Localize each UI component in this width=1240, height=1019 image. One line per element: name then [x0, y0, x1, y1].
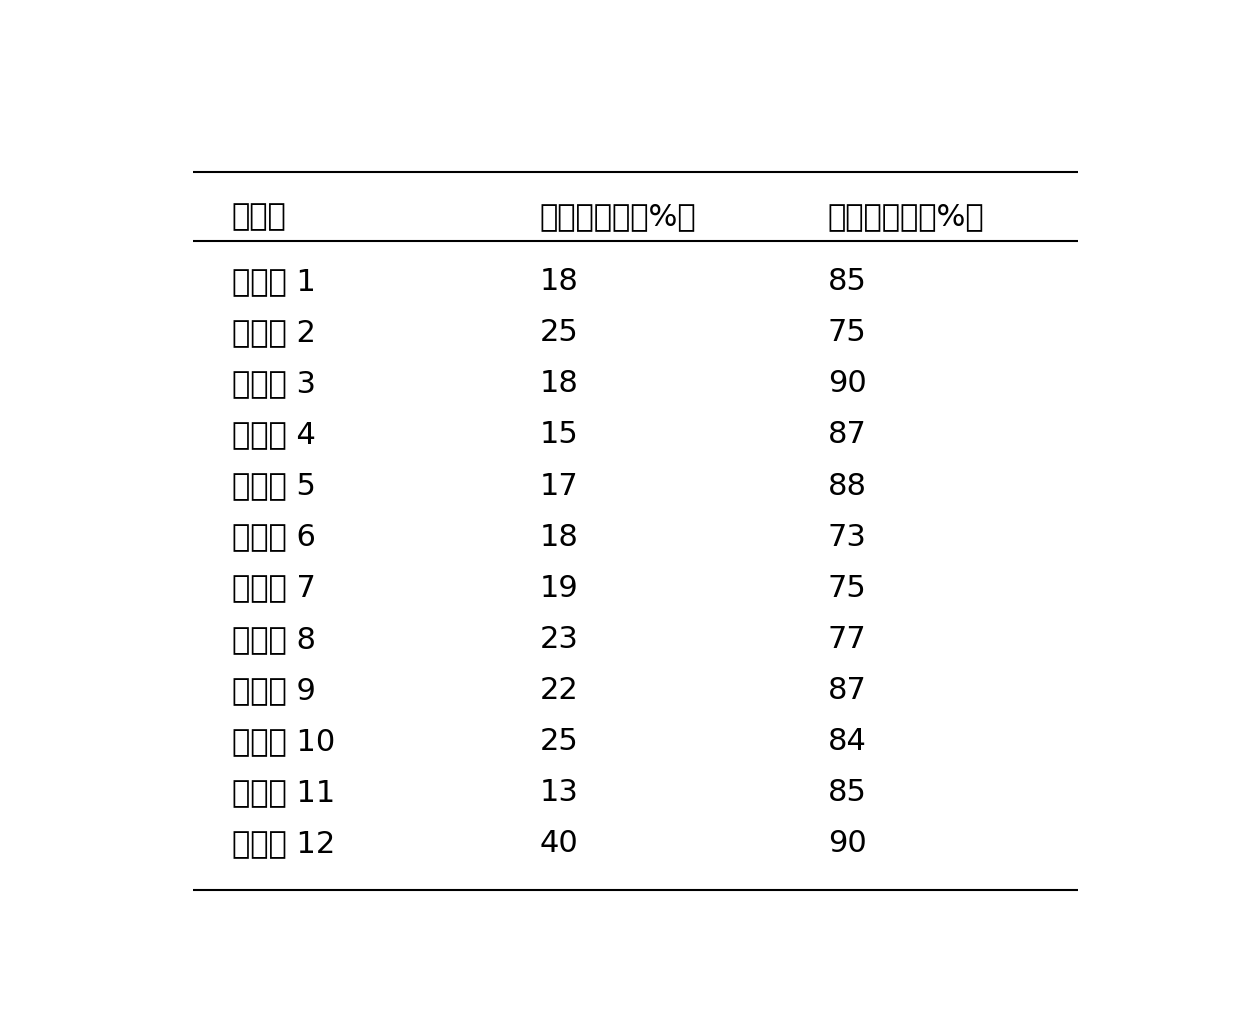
- Text: 90: 90: [828, 369, 867, 398]
- Text: 实施例 12: 实施例 12: [232, 828, 335, 857]
- Text: 实施例 2: 实施例 2: [232, 318, 316, 347]
- Text: 乙炔转化率（%）: 乙炔转化率（%）: [539, 202, 696, 231]
- Text: 实施例 6: 实施例 6: [232, 522, 316, 551]
- Text: 15: 15: [539, 420, 578, 449]
- Text: 73: 73: [828, 522, 867, 551]
- Text: 实施例 8: 实施例 8: [232, 624, 316, 653]
- Text: 87: 87: [828, 420, 867, 449]
- Text: 乙醛选择性（%）: 乙醛选择性（%）: [828, 202, 985, 231]
- Text: 25: 25: [539, 318, 578, 347]
- Text: 18: 18: [539, 267, 578, 297]
- Text: 18: 18: [539, 369, 578, 398]
- Text: 实施例 1: 实施例 1: [232, 267, 316, 297]
- Text: 75: 75: [828, 573, 867, 602]
- Text: 实施例 3: 实施例 3: [232, 369, 316, 398]
- Text: 17: 17: [539, 471, 578, 500]
- Text: 实施例 11: 实施例 11: [232, 777, 335, 806]
- Text: 40: 40: [539, 828, 578, 857]
- Text: 实施例 9: 实施例 9: [232, 675, 316, 704]
- Text: 77: 77: [828, 624, 867, 653]
- Text: 13: 13: [539, 777, 578, 806]
- Text: 实施例 4: 实施例 4: [232, 420, 316, 449]
- Text: 实施例 10: 实施例 10: [232, 727, 335, 755]
- Text: 实施例: 实施例: [232, 202, 286, 231]
- Text: 22: 22: [539, 675, 578, 704]
- Text: 23: 23: [539, 624, 578, 653]
- Text: 85: 85: [828, 777, 867, 806]
- Text: 88: 88: [828, 471, 867, 500]
- Text: 87: 87: [828, 675, 867, 704]
- Text: 25: 25: [539, 727, 578, 755]
- Text: 实施例 5: 实施例 5: [232, 471, 316, 500]
- Text: 19: 19: [539, 573, 578, 602]
- Text: 90: 90: [828, 828, 867, 857]
- Text: 85: 85: [828, 267, 867, 297]
- Text: 实施例 7: 实施例 7: [232, 573, 316, 602]
- Text: 84: 84: [828, 727, 867, 755]
- Text: 18: 18: [539, 522, 578, 551]
- Text: 75: 75: [828, 318, 867, 347]
